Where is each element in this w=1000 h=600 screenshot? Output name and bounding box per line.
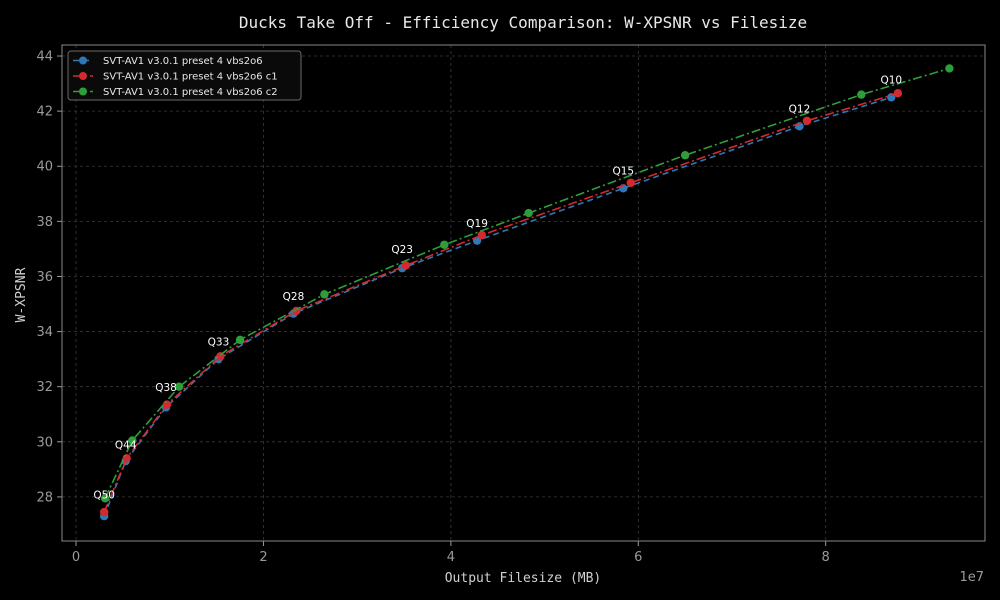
y-tick-label: 36 (36, 270, 53, 285)
x-tick-label: 0 (72, 550, 80, 565)
y-tick-label: 42 (36, 105, 53, 120)
plot-area (62, 45, 985, 541)
data-point (802, 116, 812, 125)
legend-marker (79, 56, 87, 65)
legend: SVT-AV1 v3.0.1 preset 4 vbs2o6 SVT-AV1 v3… (67, 50, 302, 101)
series-line (103, 96, 892, 517)
quality-annotation: Q10 (880, 75, 902, 87)
legend-box (67, 50, 302, 101)
quality-annotation: Q50 (93, 489, 115, 501)
data-point (477, 230, 487, 240)
legend-label: SVT-AV1 v3.0.1 preset 4 vbs2o6 c1 (103, 72, 278, 83)
data-point (174, 382, 184, 391)
data-point (320, 290, 329, 299)
x-axis-label: Output Filesize (MB) (445, 571, 602, 586)
series-line (104, 67, 950, 499)
legend-label: SVT-AV1 v3.0.1 preset 4 vbs2o6 (103, 56, 263, 67)
plot-frame (61, 44, 986, 542)
legend-label: SVT-AV1 v3.0.1 preset 4 vbs2o6 c2 (103, 87, 278, 98)
quality-annotation: Q15 (612, 166, 634, 178)
series-layer (99, 64, 954, 521)
quality-annotation: Q28 (283, 291, 305, 303)
quality-annotation: Q38 (155, 382, 177, 394)
y-tick-label: 44 (36, 50, 53, 65)
series-3 (100, 64, 954, 503)
y-axis-label: W-XPSNR (14, 267, 29, 322)
quality-annotation: Q23 (391, 244, 413, 256)
legend-entry: SVT-AV1 v3.0.1 preset 4 vbs2o6 c1 (73, 72, 278, 83)
y-tick-label: 28 (36, 490, 53, 505)
y-tick-label: 40 (36, 160, 53, 175)
x-tick-label: 8 (822, 550, 830, 565)
quality-annotation: Q12 (789, 104, 811, 116)
x-tick-label: 6 (634, 550, 642, 565)
data-point (440, 240, 449, 249)
data-point (100, 494, 110, 503)
axes: 0 2 4 6 8 28 30 32 34 36 38 40 42 44 (36, 44, 986, 565)
x-tick-label: 4 (447, 550, 455, 565)
quality-annotation: Q44 (115, 440, 137, 452)
legend-marker (79, 87, 87, 96)
series-line (103, 92, 899, 513)
data-point (99, 507, 109, 517)
annotation-layer: Q50 Q44 Q38 Q33 Q28 Q23 Q19 Q15 Q12 Q10 (93, 75, 902, 502)
quality-annotation: Q19 (466, 218, 488, 230)
data-point (893, 89, 903, 98)
data-point (945, 64, 954, 73)
data-point (401, 261, 411, 270)
data-point (122, 454, 131, 463)
y-tick-label: 34 (36, 325, 53, 340)
y-tick-label: 32 (36, 380, 53, 395)
data-point (162, 400, 172, 409)
x-tick-label: 2 (259, 550, 267, 565)
legend-entry: SVT-AV1 v3.0.1 preset 4 vbs2o6 (73, 56, 263, 67)
y-tick-label: 30 (36, 435, 53, 450)
data-point (857, 90, 866, 99)
quality-annotation: Q33 (208, 336, 230, 348)
data-point (128, 436, 137, 445)
data-point (524, 208, 533, 218)
legend-marker (79, 72, 87, 80)
y-tick-label: 38 (36, 215, 53, 230)
grid-lines (62, 45, 985, 541)
chart-title: Ducks Take Off - Efficiency Comparison: … (239, 13, 807, 32)
data-point (235, 335, 245, 345)
legend-entry: SVT-AV1 v3.0.1 preset 4 vbs2o6 c2 (73, 87, 278, 98)
plot-background (62, 45, 985, 541)
data-point (626, 178, 635, 187)
data-point (680, 151, 690, 160)
x-exponent-label: 1e7 (959, 570, 984, 585)
series-2 (99, 89, 903, 517)
